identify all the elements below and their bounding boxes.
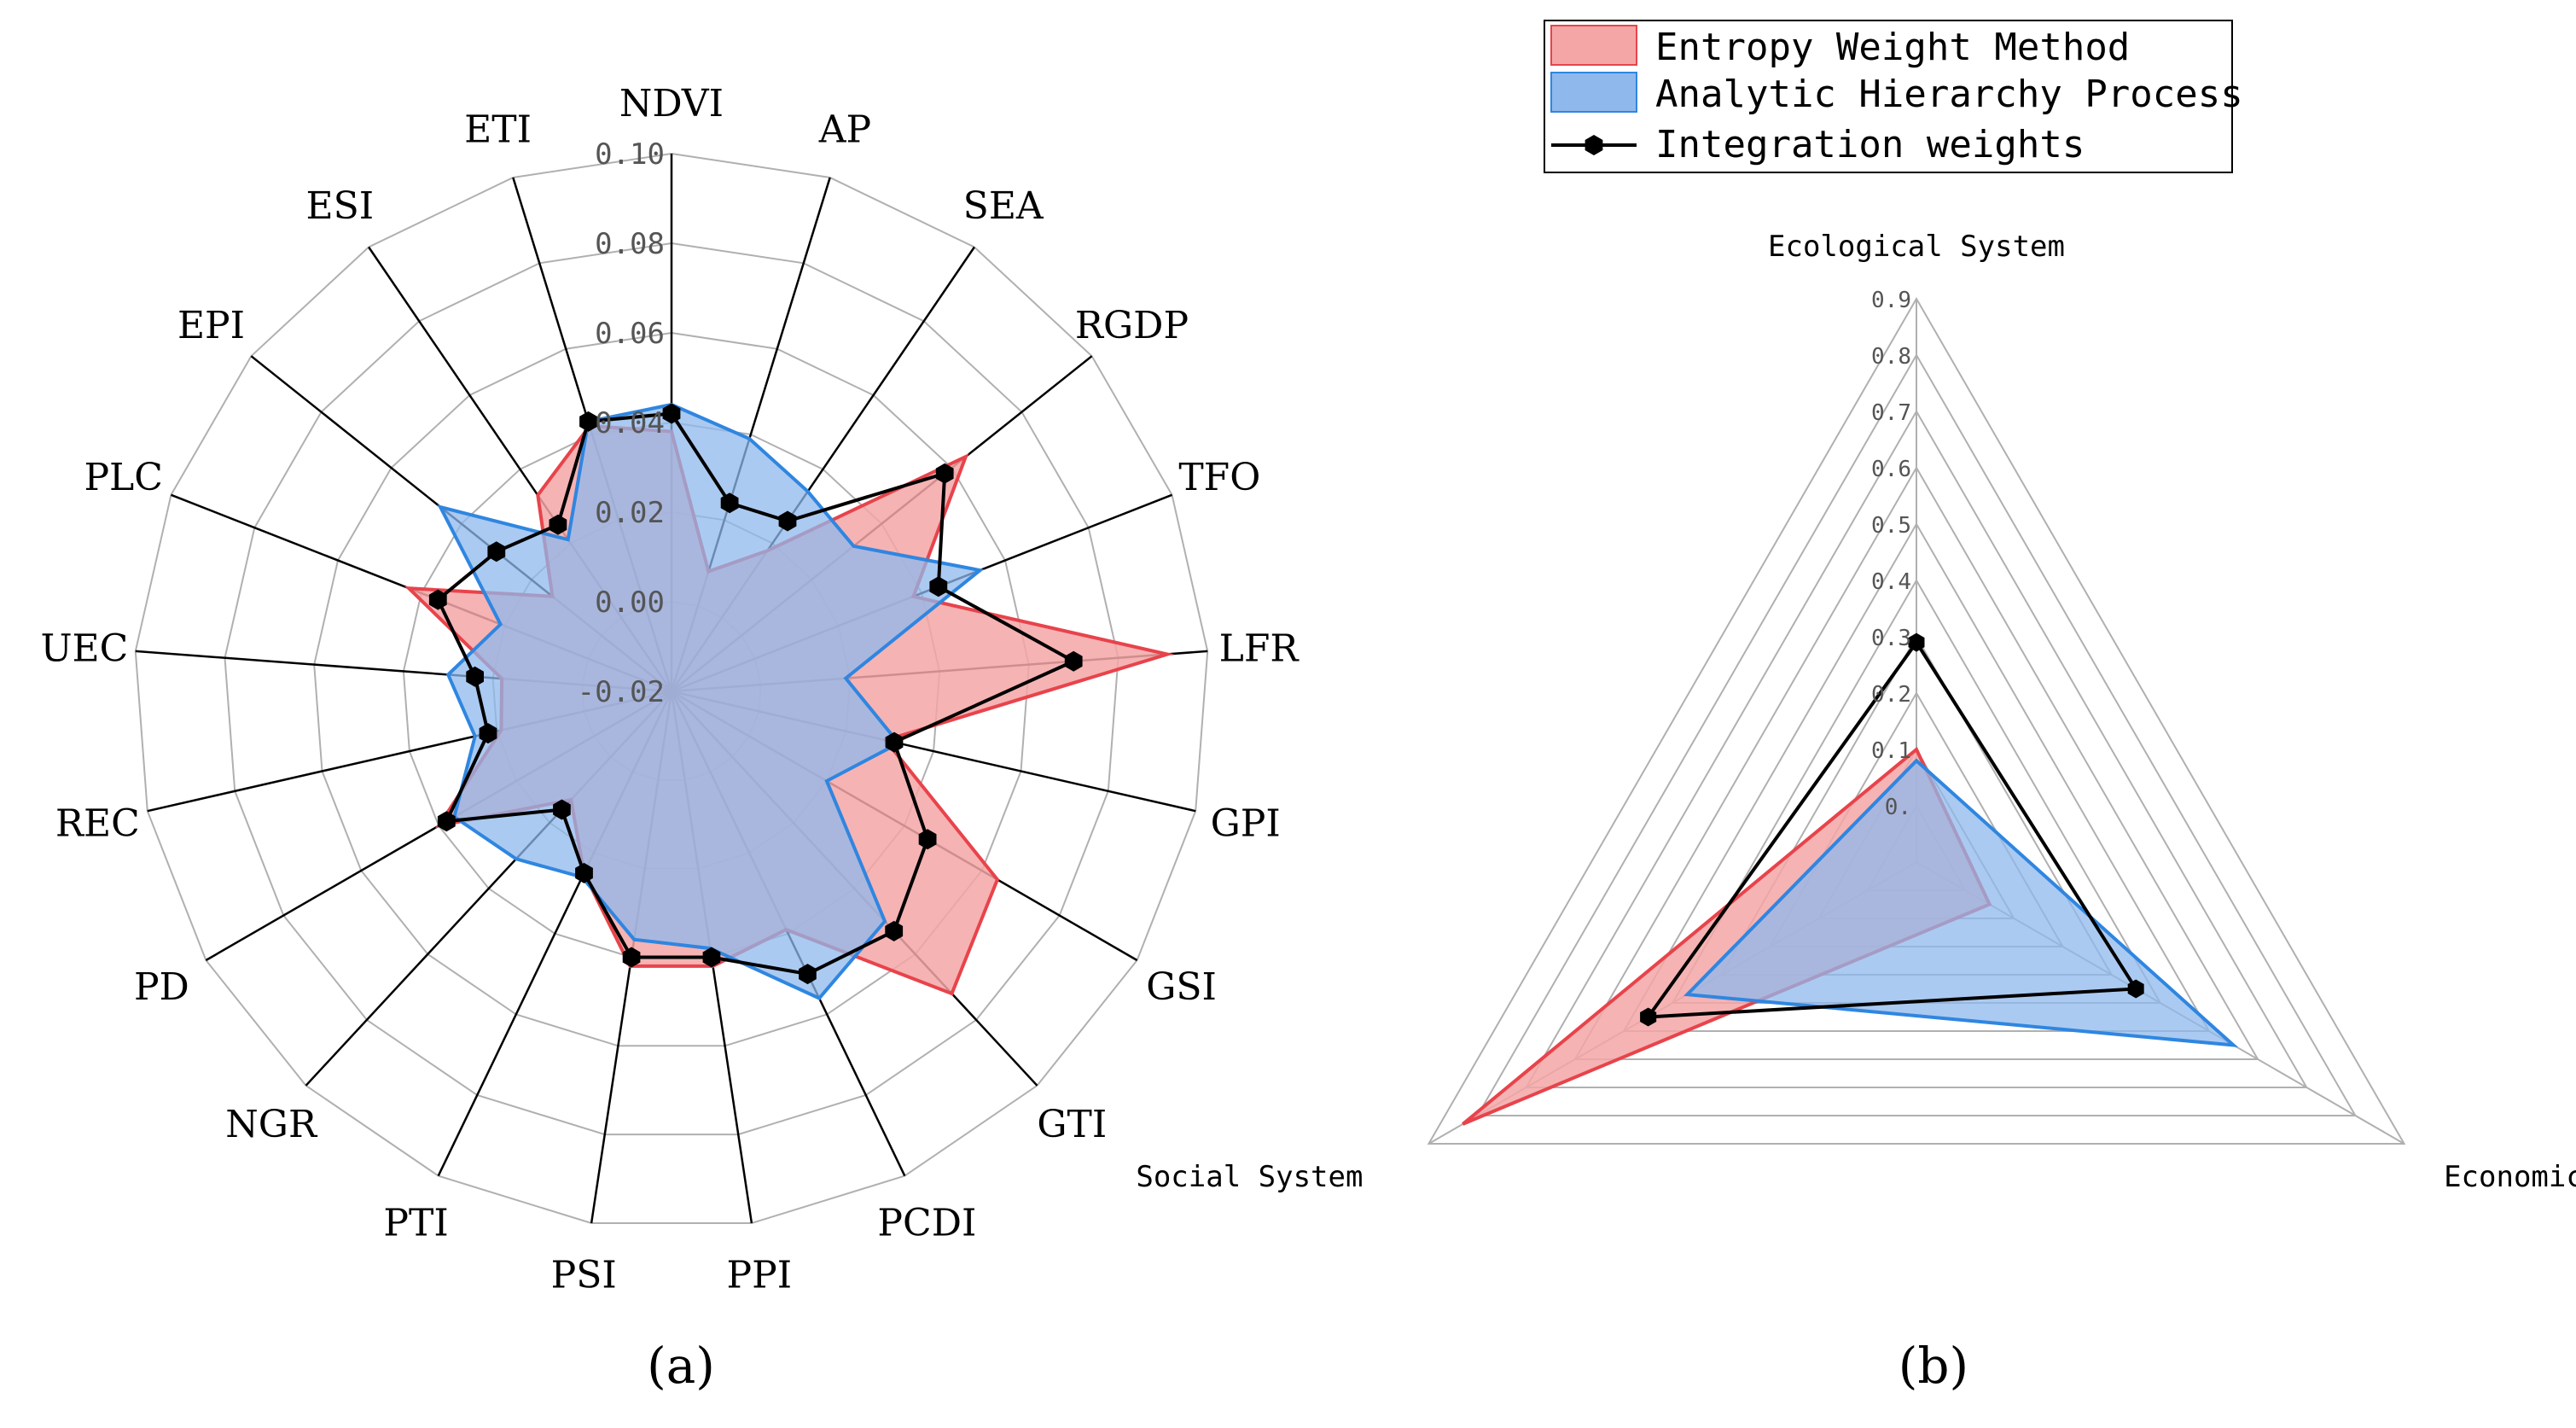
radar-a-category-ppi: PPI — [727, 1253, 793, 1297]
radar-a-integration-point-pti — [575, 862, 593, 883]
radar-b-tick-5: 0.5 — [1871, 513, 1911, 539]
radar-a-category-plc: PLC — [84, 456, 163, 499]
radar-chart-b: 0. 0.1 0.2 0.3 0.4 0.5 0.6 0.7 0.8 0.9 Ecological… — [1136, 230, 2576, 1194]
radar-a-category-gsi: GSI — [1146, 965, 1217, 1009]
radar-b-tick-4: 0.4 — [1871, 569, 1911, 595]
radar-a-category-tfo: TFO — [1178, 456, 1260, 499]
radar-a-category-epi: EPI — [177, 304, 245, 347]
radar-a-tick-5: 0.08 — [595, 227, 665, 261]
radar-b-tick-0: 0. — [1885, 795, 1911, 820]
radar-a-integration-point-uec — [466, 666, 484, 687]
radar-a-category-uec: UEC — [40, 627, 128, 670]
radar-a-category-ap: AP — [818, 108, 871, 152]
radar-a-integration-point-eti — [579, 411, 597, 432]
radar-a-category-gpi: GPI — [1211, 802, 1281, 846]
radar-chart-a: -0.02 0.00 0.02 0.04 0.06 0.08 0.10 NDVI AP SEA R… — [40, 82, 1300, 1297]
radar-a-series — [404, 402, 1174, 1000]
radar-a-integration-point-pd — [437, 811, 456, 832]
legend-entropy-swatch — [1550, 25, 1637, 66]
radar-a-category-lfr: LFR — [1219, 627, 1300, 670]
radar-a-category-psi: PSI — [551, 1253, 617, 1297]
radar-b-series — [1462, 632, 2239, 1126]
legend-ahp-swatch — [1550, 72, 1637, 113]
radar-a-tick-3: 0.04 — [595, 406, 665, 440]
radar-a-integration-point-ndvi — [662, 403, 681, 424]
legend-ahp-label: Analytic Hierarchy Process — [1655, 73, 2243, 116]
radar-a-gridline-5 — [224, 242, 1119, 1136]
radar-a-integration-point-psi — [622, 947, 641, 968]
radar-b-category-ecological-system: Ecological System — [1768, 230, 2065, 264]
radar-a-gridline-4 — [313, 331, 1030, 1047]
radar-a-integration-point-epi — [487, 541, 506, 562]
radar-b-category-social-system: Social System — [1136, 1160, 1363, 1194]
legend-entropy-label: Entropy Weight Method — [1655, 26, 2130, 69]
legend-integration-marker — [1585, 135, 1603, 155]
radar-b-tick-9: 0.9 — [1871, 288, 1911, 313]
radar-a-category-pcdi: PCDI — [877, 1202, 976, 1245]
radar-b-integration-point-social-system — [1640, 1007, 1657, 1027]
panel-label-b: (b) — [1899, 1337, 1968, 1395]
radar-a-category-ndvi: NDVI — [619, 82, 724, 125]
radar-a-integration-point-rgdp — [935, 463, 954, 484]
radar-a-integration-point-ap — [720, 493, 739, 514]
radar-a-integration-point-gsi — [918, 829, 937, 850]
radar-a-integration-point-sea — [778, 510, 797, 532]
radar-a-gridline-6 — [134, 152, 1209, 1224]
radar-a-integration-point-gpi — [885, 731, 904, 753]
radar-a-category-rgdp: RGDP — [1075, 304, 1189, 347]
radar-b-tick-labels: 0. 0.1 0.2 0.3 0.4 0.5 0.6 0.7 0.8 0.9 — [1871, 288, 1911, 820]
radar-b-tick-7: 0.7 — [1871, 400, 1911, 426]
radar-b-tick-8: 0.8 — [1871, 344, 1911, 370]
panel-label-a: (a) — [647, 1337, 715, 1395]
radar-a-category-labels: NDVI AP SEA RGDP TFO LFR GPI GSI GTI PCDI PPI PSI PT… — [40, 82, 1300, 1297]
radar-b-tick-2: 0.2 — [1871, 682, 1911, 708]
radar-b-integration-point-economic-system — [2127, 979, 2144, 999]
radar-a-category-rec: REC — [55, 802, 140, 846]
radar-a-integration-point-gti — [885, 920, 904, 941]
radar-a-integration-point-plc — [428, 589, 447, 610]
radar-b-tick-6: 0.6 — [1871, 457, 1911, 482]
radar-a-integration-point-ppi — [702, 947, 721, 968]
radar-a-tick-0: -0.02 — [578, 675, 665, 709]
radar-b-tick-3: 0.3 — [1871, 626, 1911, 651]
radar-b-gridline-5 — [1622, 522, 2211, 1032]
radar-b-integration-point-ecological-system — [1908, 632, 1925, 652]
radar-b-gridline-8 — [1475, 353, 2358, 1116]
radar-b-tick-1: 0.1 — [1871, 738, 1911, 764]
radar-a-category-pd: PD — [134, 965, 189, 1009]
radar-a-tick-1: 0.00 — [595, 586, 665, 620]
radar-a-integration-point-ngr — [553, 799, 571, 820]
radar-b-gridline-7 — [1524, 410, 2309, 1088]
radar-a-integration-point-rec — [479, 723, 497, 744]
radar-b-series-integration-line — [1644, 639, 2139, 1019]
radar-a-tick-4: 0.06 — [595, 317, 665, 351]
legend-integration-label: Integration weights — [1655, 123, 2085, 166]
radar-a-category-eti: ETI — [464, 108, 532, 152]
radar-b-category-economic-system: Economic System — [2444, 1160, 2576, 1194]
radar-a-integration-point-tfo — [929, 576, 948, 597]
radar-a-category-esi: ESI — [305, 184, 374, 228]
radar-b-gridline-9 — [1427, 297, 2406, 1145]
radar-a-category-ngr: NGR — [225, 1103, 318, 1146]
radar-a-category-gti: GTI — [1037, 1103, 1107, 1146]
radar-b-category-labels: Ecological System Economic System Social S… — [1136, 230, 2576, 1194]
radar-a-tick-labels: -0.02 0.00 0.02 0.04 0.06 0.08 0.10 — [578, 137, 665, 709]
legend-box — [1544, 20, 2233, 173]
radar-a-integration-point-esi — [549, 514, 567, 535]
radar-a-integration-point-pcdi — [799, 964, 817, 985]
radar-b-gridline-6 — [1573, 465, 2259, 1060]
radar-a-series-integration-line — [435, 411, 1078, 976]
radar-b-series-ahp — [1683, 758, 2239, 1048]
radar-a-tick-2: 0.02 — [595, 496, 665, 530]
radar-a-category-sea: SEA — [963, 184, 1044, 228]
radar-a-tick-6: 0.10 — [595, 137, 665, 172]
radar-a-integration-point-lfr — [1064, 650, 1083, 672]
radar-a-category-pti: PTI — [383, 1202, 448, 1245]
legend: Entropy Weight Method Analytic Hierarchy… — [1544, 20, 2243, 173]
